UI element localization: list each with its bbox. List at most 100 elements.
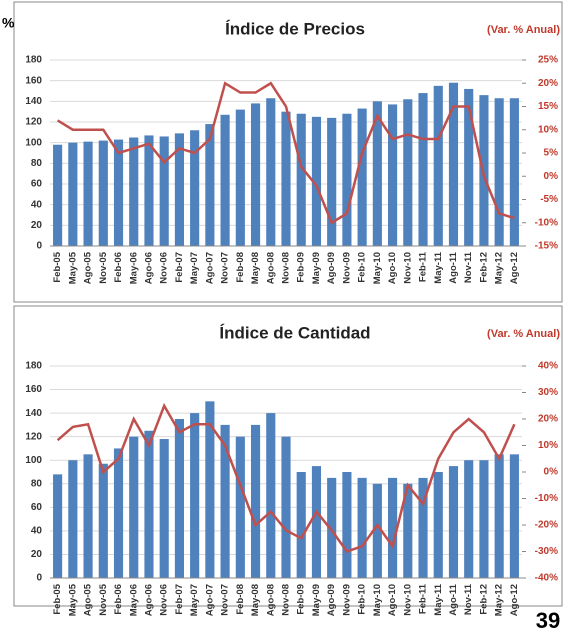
bar <box>342 472 352 578</box>
y-tick-label: 120 <box>25 431 42 442</box>
bar <box>98 463 108 578</box>
x-tick-label: May-10 <box>372 584 383 616</box>
subtitle: (Var. % Anual) <box>487 328 560 340</box>
bar <box>190 130 200 246</box>
subtitle: (Var. % Anual) <box>487 24 560 36</box>
y-tick-label: 140 <box>25 96 42 107</box>
x-tick-label: Ago-09 <box>326 584 337 616</box>
x-tick-label: May-09 <box>311 584 322 616</box>
bar <box>250 103 261 247</box>
x-tick-label: May-09 <box>311 252 322 284</box>
x-tick-label: Ago-10 <box>387 584 398 616</box>
bar <box>448 466 459 578</box>
y-tick-label: 140 <box>25 408 42 419</box>
bar <box>129 436 139 578</box>
x-tick-label: Ago-07 <box>204 252 215 284</box>
y2-tick-label: 0% <box>544 171 559 182</box>
bar <box>266 413 276 578</box>
y2-tick-label: -10% <box>535 217 558 228</box>
y2-tick-label: 40% <box>538 361 558 372</box>
x-tick-label: Feb-12 <box>478 584 489 615</box>
bar <box>357 477 367 578</box>
bar <box>220 114 230 247</box>
bar <box>311 116 322 246</box>
bar <box>403 483 413 578</box>
bar <box>418 477 428 578</box>
x-tick-label: Feb-11 <box>418 583 429 614</box>
x-tick-label: Feb-10 <box>357 252 368 283</box>
x-tick-label: Nov-09 <box>341 584 352 616</box>
y-tick-label: 40 <box>31 199 43 210</box>
y2-tick-label: 5% <box>544 148 559 159</box>
x-tick-label: Nov-10 <box>402 584 413 616</box>
bar <box>296 113 306 246</box>
y-tick-label: 80 <box>31 158 43 169</box>
y-tick-label: 40 <box>31 526 43 537</box>
bar <box>494 98 504 246</box>
bar <box>509 98 519 246</box>
bar <box>174 419 184 578</box>
y2-tick-label: 30% <box>538 387 558 398</box>
x-tick-label: Nov-05 <box>98 251 109 283</box>
y2-tick-label: 20% <box>538 414 558 425</box>
page-number: 39 <box>536 608 560 633</box>
bar <box>98 140 108 246</box>
y-tick-label: 120 <box>25 117 42 128</box>
y-tick-label: 180 <box>25 55 42 66</box>
bar <box>129 137 139 246</box>
x-tick-label: Ago-05 <box>83 251 94 284</box>
x-tick-label: Feb-06 <box>113 252 124 283</box>
panel-frame <box>13 305 563 607</box>
y-tick-label: 0 <box>36 241 42 252</box>
bar <box>327 477 337 578</box>
bar <box>327 117 337 246</box>
bar <box>53 144 63 246</box>
bar <box>205 401 215 578</box>
y-tick-label: 0 <box>36 573 42 584</box>
x-tick-label: Feb-05 <box>52 583 63 614</box>
bar <box>509 454 519 578</box>
x-tick-label: Nov-11 <box>463 583 474 615</box>
x-tick-label: Ago-08 <box>265 584 276 616</box>
bar <box>464 460 474 578</box>
y-tick-label: 20 <box>31 549 43 560</box>
bar <box>433 85 443 246</box>
x-tick-label: May-05 <box>67 251 78 284</box>
y2-tick-label: 25% <box>538 55 558 66</box>
bar <box>372 483 382 578</box>
x-tick-label: Feb-08 <box>235 252 246 283</box>
bar <box>296 472 306 578</box>
bar <box>220 424 230 578</box>
y2-tick-label: -5% <box>540 194 558 205</box>
y-tick-label: 60 <box>31 179 43 190</box>
y-tick-label: 80 <box>31 478 43 489</box>
x-tick-label: Nov-06 <box>159 252 170 284</box>
x-tick-label: Feb-12 <box>478 252 489 283</box>
x-tick-label: Ago-08 <box>265 252 276 284</box>
y2-tick-label: 20% <box>538 78 558 89</box>
x-tick-label: Nov-10 <box>402 252 413 284</box>
chart-title: Índice de Cantidad <box>219 323 370 342</box>
x-tick-label: May-11 <box>433 583 444 615</box>
y2-tick-label: 15% <box>538 101 558 112</box>
bar <box>113 139 124 246</box>
x-tick-label: May-12 <box>494 252 505 284</box>
bar <box>342 113 352 246</box>
y2-tick-label: -15% <box>535 241 558 252</box>
x-tick-label: Ago-10 <box>387 252 398 284</box>
bar <box>205 124 215 246</box>
bar <box>266 98 276 246</box>
x-tick-label: Ago-12 <box>509 584 520 616</box>
x-tick-label: Nov-08 <box>281 252 292 284</box>
x-tick-label: Feb-10 <box>357 584 368 615</box>
x-tick-label: May-10 <box>372 252 383 284</box>
line-series <box>56 81 515 225</box>
panel-frame <box>13 1 563 303</box>
y2-tick-label: -20% <box>535 520 558 531</box>
x-tick-label: Feb-09 <box>296 584 307 615</box>
x-tick-label: May-06 <box>128 252 139 284</box>
x-tick-label: May-11 <box>433 251 444 283</box>
bar <box>372 101 382 246</box>
x-tick-label: Feb-07 <box>174 584 185 615</box>
